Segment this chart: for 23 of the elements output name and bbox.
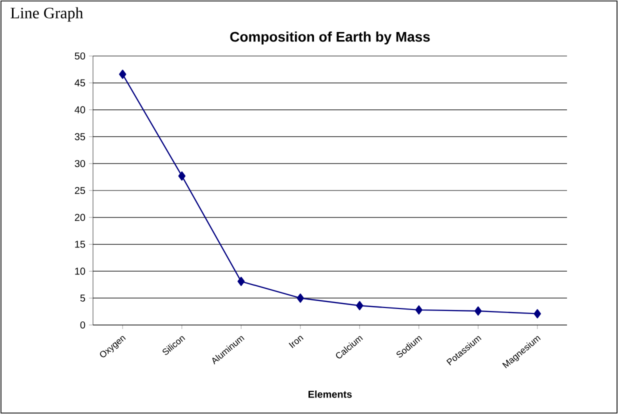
y-tick-label: 10 — [75, 268, 86, 275]
y-tick-label: 35 — [74, 133, 86, 140]
point — [415, 305, 422, 315]
y-tick-label: 40 — [74, 106, 86, 114]
y-tick-label: 20 — [74, 214, 86, 221]
y-tick-label: 5 — [80, 294, 86, 302]
y-tick-label: 0 — [80, 321, 86, 329]
chart-title: Composition of Earth by Mass — [230, 32, 430, 44]
point — [474, 306, 482, 316]
text: Line Graph — [10, 7, 84, 22]
x-tick-label: Iron — [288, 336, 304, 348]
y-tick-label: 30 — [74, 160, 86, 168]
point — [296, 294, 304, 303]
point — [238, 276, 245, 286]
y-tick-label: 15 — [75, 240, 86, 248]
point — [534, 309, 541, 318]
y-tick-label: 50 — [74, 52, 86, 60]
point — [356, 301, 364, 310]
y-tick-label: 25 — [74, 186, 86, 194]
point — [178, 171, 186, 181]
x-axis-title: Elements — [308, 390, 352, 398]
y-tick-label: 45 — [74, 79, 86, 86]
point — [119, 70, 126, 79]
